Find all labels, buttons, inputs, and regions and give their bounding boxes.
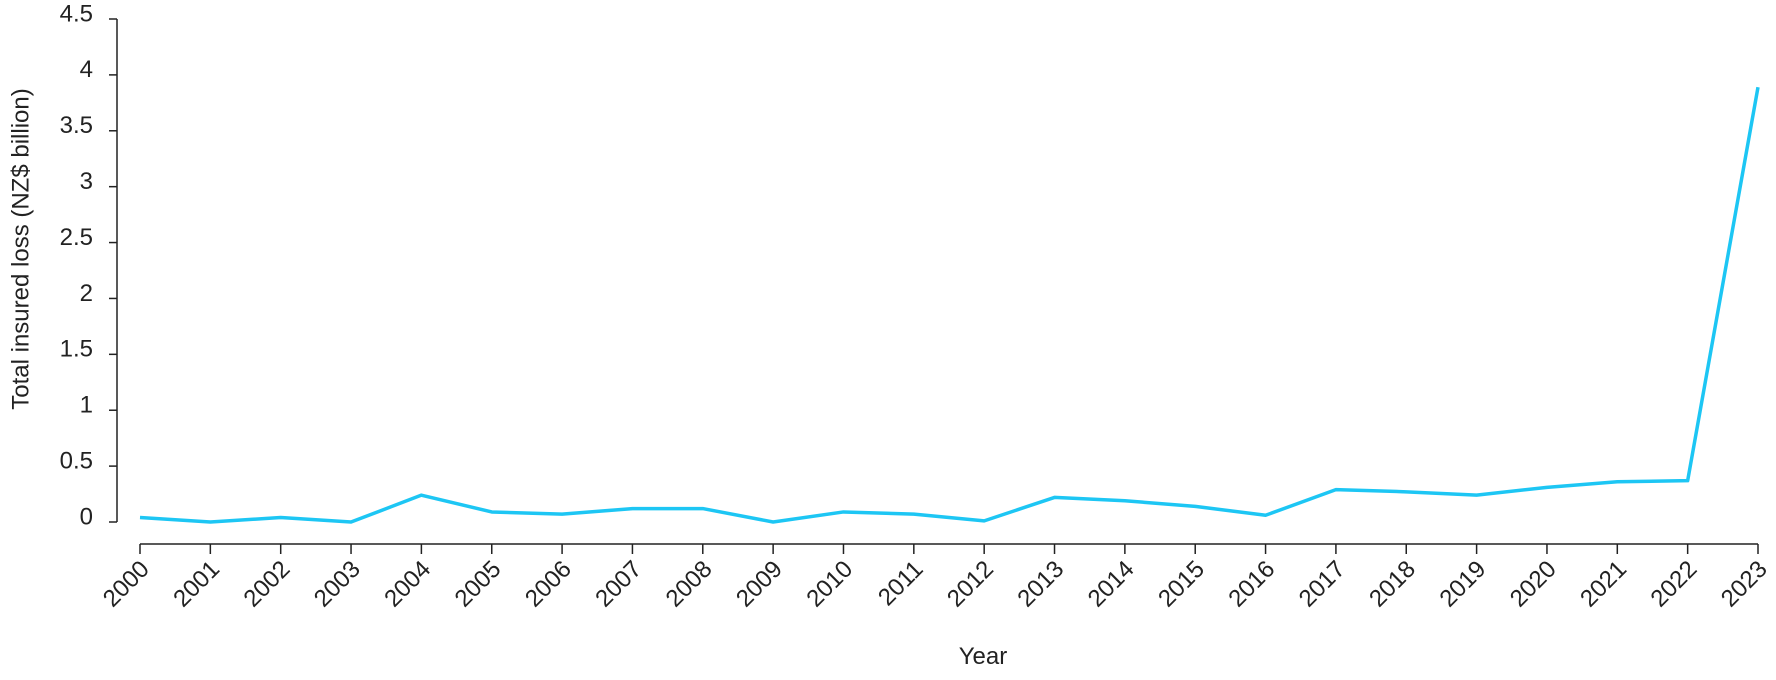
y-tick-label: 4 (80, 56, 93, 83)
x-tick-label: 2003 (309, 556, 366, 613)
x-tick-label: 2021 (1575, 556, 1632, 613)
x-tick-label: 2004 (379, 556, 436, 613)
y-tick-label: 1 (80, 392, 93, 419)
x-tick-label: 2000 (98, 556, 155, 613)
y-tick-label: 3.5 (60, 112, 93, 139)
x-tick-label: 2019 (1434, 556, 1491, 613)
x-tick-label: 2008 (661, 556, 718, 613)
x-tick-label: 2017 (1294, 556, 1351, 613)
x-tick-label: 2002 (239, 556, 296, 613)
data-line (139, 86, 1760, 524)
x-tick-label: 2013 (1012, 556, 1069, 613)
x-tick-label: 2005 (450, 556, 507, 613)
y-tick-label: 1.5 (60, 336, 93, 363)
x-tick-label: 2022 (1646, 556, 1703, 613)
x-axis-title: Year (959, 643, 1008, 670)
x-tick-label: 2012 (942, 556, 999, 613)
y-tick-label: 2 (80, 280, 93, 307)
x-tick-label: 2006 (520, 556, 577, 613)
x-tick-label: 2007 (590, 556, 647, 613)
y-tick-label: 0 (80, 503, 93, 530)
x-tick-label: 2010 (801, 556, 858, 613)
y-tick-label: 4.5 (60, 0, 93, 27)
y-tick-label: 2.5 (60, 224, 93, 251)
x-tick-label: 2014 (1083, 556, 1140, 613)
y-axis-title: Total insured loss (NZ$ billion) (7, 88, 34, 409)
x-tick-label: 2009 (731, 556, 788, 613)
x-tick-label: 2020 (1505, 556, 1562, 613)
x-tick-label: 2023 (1716, 556, 1773, 613)
y-tick-label: 3 (80, 168, 93, 195)
x-tick-label: 2011 (873, 556, 929, 612)
x-tick-label: 2018 (1364, 556, 1421, 613)
y-tick-label: 0.5 (60, 447, 93, 474)
x-tick-label: 2015 (1153, 556, 1210, 613)
x-tick-label: 2016 (1223, 556, 1280, 613)
x-tick-label: 2001 (168, 556, 225, 613)
